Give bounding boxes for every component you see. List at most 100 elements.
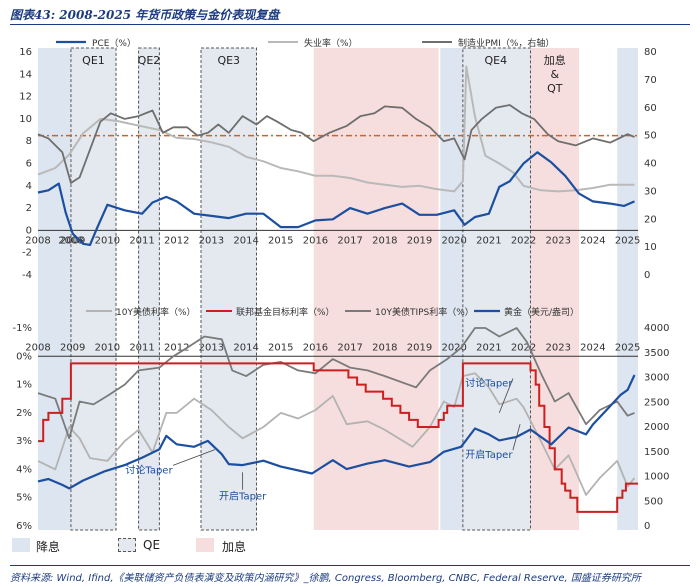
top-ytick-right-2: 20: [644, 214, 657, 225]
annotation-text-1: 开启Taper: [219, 490, 267, 503]
band-cut-2: [617, 48, 638, 530]
top-ytick-right-7: 70: [644, 75, 657, 86]
series-10y-tips-line: [37, 327, 635, 440]
figure-title: 图表43: 2008-2025 年货币政策与金价表现复盘: [10, 8, 280, 22]
annotation-text-0: 讨论Taper: [125, 463, 173, 476]
bottom-xtick-5: 2013: [199, 342, 224, 353]
bottom-ytick-left-0: -1%: [13, 323, 32, 334]
band-qe-2: [200, 47, 257, 531]
top-legend-text-0: PCE（%）: [92, 38, 136, 49]
bottom-xtick-14: 2022: [511, 342, 536, 353]
top-xtick-14: 2021: [476, 235, 501, 246]
bottom-ytick-right-7: 3500: [644, 348, 669, 359]
annotation-arrow-2: [498, 378, 514, 414]
top-ytick-left-6: 8: [26, 136, 32, 147]
bottom-ytick-left-7: 6%: [16, 521, 32, 532]
bottom-xtick-3: 2011: [129, 342, 154, 353]
source-rule: [10, 565, 690, 566]
bottom-xtick-1: 2009: [60, 342, 85, 353]
top-ytick-right-8: 80: [644, 47, 657, 58]
top-xtick-15: 2022: [511, 235, 536, 246]
annotation-arrow-0: [172, 449, 216, 466]
period-label-3: QE4: [484, 54, 507, 67]
bottom-xtick-8: 2016: [303, 342, 328, 353]
bottom-ytick-right-4: 2000: [644, 422, 669, 433]
top-ytick-left-2: 0: [26, 225, 32, 236]
top-ytick-left-3: 2: [26, 203, 32, 214]
band-hike-0: [313, 48, 439, 530]
band-qe-0: [70, 47, 117, 531]
legend-swatch-cut: [12, 538, 30, 552]
top-xtick-2: 2009: [60, 235, 85, 246]
period-label-2: QE3: [217, 54, 240, 67]
top-xtick-9: 2016: [303, 235, 328, 246]
series-pmi-line: [37, 104, 635, 184]
top-xtick-8: 2015: [268, 235, 293, 246]
bottom-xtick-7: 2015: [268, 342, 293, 353]
bottom-ytick-right-8: 4000: [644, 323, 669, 334]
annotation-text-3: 开启Taper: [465, 448, 513, 461]
bottom-xtick-16: 2024: [580, 342, 605, 353]
top-xtick-16: 2023: [546, 235, 571, 246]
band-qe-1: [138, 47, 160, 531]
bottom-ytick-right-1: 500: [644, 496, 663, 507]
series-pce-line: [37, 151, 635, 246]
band-cut-1: [440, 48, 463, 530]
bottom-legend-text-3: 黄金（美元/盎司）: [504, 306, 579, 318]
top-xtick-3: 2010: [95, 235, 120, 246]
period-label-0: QE1: [82, 54, 105, 67]
series-10y-treasury-line: [37, 372, 636, 496]
bottom-ytick-left-6: 5%: [16, 493, 32, 504]
bottom-ytick-right-2: 1000: [644, 472, 669, 483]
bottom-xtick-10: 2018: [372, 342, 397, 353]
bottom-xtick-2: 2010: [95, 342, 120, 353]
top-ytick-right-4: 40: [644, 159, 657, 170]
bottom-ytick-left-3: 2%: [16, 408, 32, 419]
bottom-xtick-12: 2020: [441, 342, 466, 353]
annotation-text-2: 讨论Taper: [465, 377, 513, 390]
title-rule: [10, 24, 690, 25]
legend-swatch-qe: [118, 538, 136, 552]
top-ytick-right-3: 30: [644, 186, 657, 197]
bottom-xtick-15: 2023: [546, 342, 571, 353]
legend-label-hike: 加息: [222, 540, 247, 554]
top-xtick-5: 2012: [164, 235, 189, 246]
top-xtick-6: 2013: [199, 235, 224, 246]
top-xtick-1: 2008: [58, 235, 83, 246]
top-xtick-7: 2014: [233, 235, 258, 246]
top-xtick-18: 2025: [615, 235, 640, 246]
bottom-ytick-right-0: 0: [644, 521, 650, 532]
top-ytick-right-0: 0: [644, 270, 650, 281]
annotation-arrow-3: [512, 424, 521, 451]
top-ytick-left-8: 12: [19, 92, 32, 103]
bottom-legend-text-1: 联邦基金目标利率（%）: [236, 306, 335, 318]
top-ytick-left-9: 14: [19, 69, 32, 80]
series-unemployment-line: [37, 65, 635, 193]
bottom-ytick-left-5: 4%: [16, 464, 32, 475]
bottom-ytick-left-4: 3%: [16, 436, 32, 447]
top-legend-text-2: 制造业PMI（%，右轴）: [458, 37, 554, 49]
legend-label-qe: QE: [143, 538, 161, 552]
top-ytick-left-5: 6: [26, 159, 32, 170]
top-xtick-13: 2020: [441, 235, 466, 246]
bottom-xtick-9: 2017: [337, 342, 362, 353]
source-note: 资料来源: Wind, Ifind,《美联储资产负债表演变及政策内涵研究》_徐鹏…: [10, 573, 641, 584]
top-ytick-left-7: 10: [19, 114, 32, 125]
bottom-xtick-0: 2008: [25, 342, 50, 353]
bottom-ytick-right-3: 1500: [644, 447, 669, 458]
period-label-1: QE2: [138, 54, 161, 67]
bottom-xtick-6: 2014: [233, 342, 258, 353]
bottom-legend-text-0: 10Y美债利率（%）: [116, 306, 196, 318]
period-label-6: QT: [547, 82, 563, 95]
series-fed-funds-line: [38, 362, 638, 513]
top-ytick-left-4: 4: [26, 181, 32, 192]
series-gold-line: [37, 374, 636, 490]
bottom-legend-text-2: 10Y美债TIPS利率（%）: [375, 306, 474, 318]
top-ytick-right-1: 10: [644, 242, 657, 253]
legend-swatch-hike: [196, 538, 214, 552]
top-xtick-0: 2008: [25, 235, 50, 246]
bottom-ytick-right-6: 3000: [644, 373, 669, 384]
top-ytick-right-6: 60: [644, 103, 657, 114]
band-cut-0: [38, 48, 71, 530]
